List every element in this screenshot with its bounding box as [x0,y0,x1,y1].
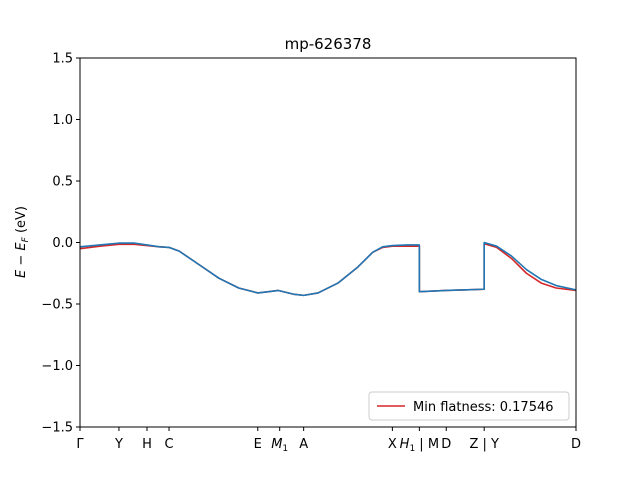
y-tick-label: −1.0 [41,359,73,374]
chart-title: mp-626378 [285,35,372,53]
y-tick-label: 1.0 [52,113,73,128]
y-axis-label: E − EF (eV) [14,206,31,278]
x-tick-label: M1 [271,437,288,454]
y-tick-label: 0.5 [52,175,73,190]
x-tick-label: Z | Y [469,437,499,452]
x-tick-label: A [299,437,308,452]
x-tick-label: E [254,437,262,452]
x-tick-label: D [441,437,451,452]
y-tick-label: −0.5 [41,298,73,313]
x-tick-label: Y [114,437,123,452]
x-tick-label: Γ [76,437,84,452]
y-axis-ticks: −1.5 −1.0 −0.5 0.0 0.5 1.0 1.5 [41,52,80,436]
x-tick-label: H1 | M [400,437,439,454]
band-line-2 [79,241,577,297]
x-tick-label: C [164,437,173,452]
x-tick-label: X [388,437,397,452]
legend: Min flatness: 0.17546 [368,391,570,421]
y-tick-label: 0.0 [52,236,73,251]
legend-label: Min flatness: 0.17546 [413,400,554,415]
x-tick-label: H [142,437,152,452]
plot-area [79,241,577,297]
legend-box [368,391,570,421]
x-tick-label: D [571,437,581,452]
y-tick-label: −1.5 [41,421,73,436]
y-tick-label: 1.5 [52,52,73,67]
